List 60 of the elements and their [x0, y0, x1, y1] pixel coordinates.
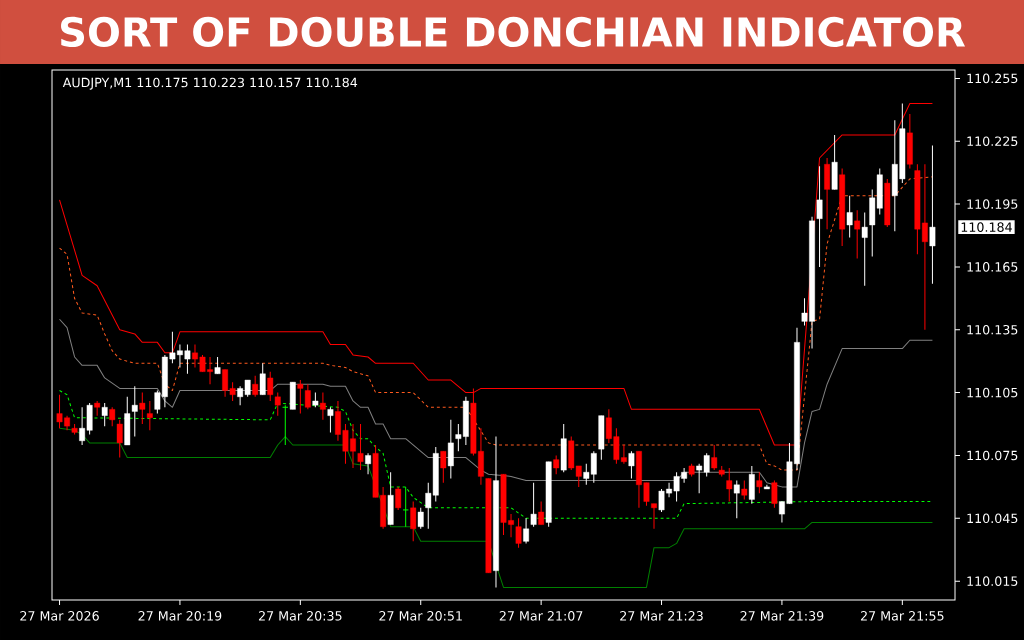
chart-title: SORT OF DOUBLE DONCHIAN INDICATOR	[61, 16, 966, 48]
y-tick-label: 110.075	[967, 450, 1018, 461]
candlestick	[327, 406, 334, 433]
candlestick	[756, 471, 763, 494]
y-tick-label: 110.255	[967, 73, 1018, 84]
candlestick	[146, 400, 153, 431]
candlestick	[733, 480, 740, 519]
y-tick-label: 110.045	[967, 513, 1018, 524]
candlestick	[304, 383, 311, 410]
y-tick-label: 110.135	[967, 324, 1018, 335]
y-tick-label: 110.165	[967, 262, 1018, 272]
x-tick-label: 27 Mar 21:55	[860, 611, 944, 621]
candlestick	[523, 517, 529, 544]
text: AUDJPY,M1 110.175 110.223 110.157 110.184	[62, 77, 358, 90]
y-tick-label: 110.015	[967, 576, 1018, 586]
candlestick	[320, 392, 326, 421]
candlestick	[139, 392, 146, 425]
candlestick	[651, 503, 657, 530]
candlestick	[741, 480, 748, 500]
candlestick	[854, 209, 861, 260]
candlestick	[628, 450, 635, 479]
candlestick	[447, 419, 454, 479]
x-tick-label: 27 Mar 21:23	[620, 611, 703, 621]
candlestick	[515, 517, 522, 549]
candlestick	[274, 392, 281, 417]
candlestick	[538, 501, 545, 526]
candlestick	[101, 402, 108, 427]
candlestick	[131, 385, 138, 438]
candlestick	[726, 467, 733, 503]
candlestick	[282, 404, 289, 446]
candlestick	[109, 406, 116, 427]
x-tick-label: 27 Mar 2026	[20, 611, 99, 621]
y-tick-label: 110.225	[967, 136, 1018, 147]
candlestick	[530, 482, 537, 528]
y-tick-label: 110.195	[967, 199, 1018, 209]
x-tick-label: 27 Mar 21:39	[740, 611, 824, 621]
x-tick-label: 27 Mar 21:07	[499, 611, 583, 621]
candlestick	[259, 362, 266, 396]
candlestick	[929, 144, 936, 285]
candlestick	[553, 454, 560, 475]
x-tick-label: 27 Mar 20:51	[379, 611, 462, 621]
candlestick	[410, 501, 417, 542]
candlestick	[846, 195, 853, 239]
y-tick-label: 110.105	[967, 387, 1018, 398]
candlestick	[357, 423, 364, 471]
candlestick	[395, 486, 402, 511]
candlestick	[711, 444, 718, 471]
candlestick	[365, 452, 371, 475]
candlestick	[417, 507, 424, 530]
candlestick	[252, 375, 259, 398]
candlestick	[816, 165, 823, 268]
x-tick-label: 27 Mar 20:19	[138, 611, 222, 621]
candlestick	[771, 480, 778, 509]
candlestick	[116, 419, 123, 459]
candlestick	[297, 379, 304, 415]
text: 110.184	[961, 222, 1012, 232]
candlestick	[267, 371, 274, 402]
candlestick	[861, 211, 868, 287]
candlestick	[440, 450, 447, 484]
x-tick-label: 27 Mar 20:35	[258, 611, 342, 621]
